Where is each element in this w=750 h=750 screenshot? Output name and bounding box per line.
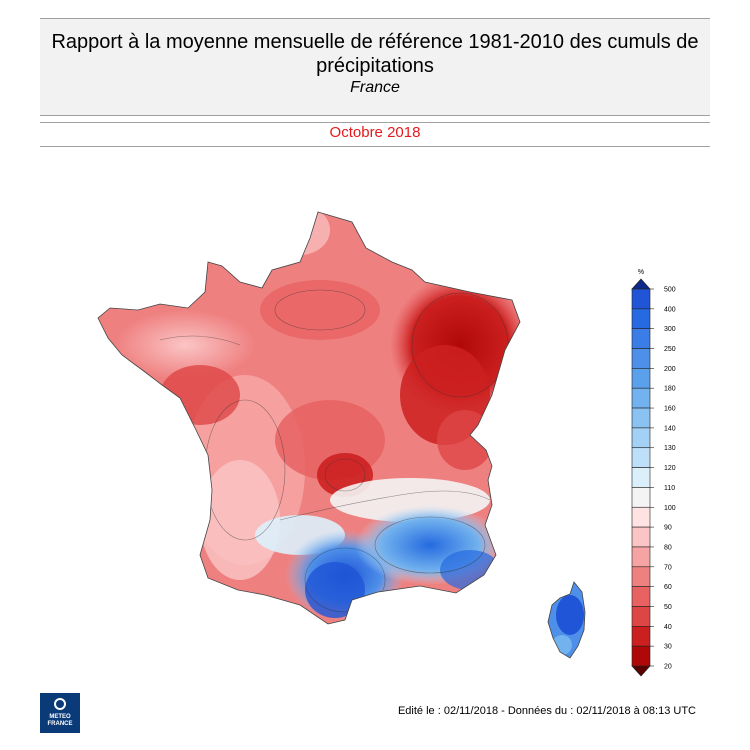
meteo-france-logo: METEO FRANCE bbox=[40, 693, 80, 733]
legend-swatch bbox=[631, 328, 651, 349]
divider-top bbox=[40, 122, 710, 123]
legend-swatch bbox=[631, 308, 651, 329]
legend-swatch bbox=[631, 546, 651, 568]
legend-swatch bbox=[631, 288, 651, 310]
legend-swatch bbox=[631, 526, 651, 548]
legend-label: 80 bbox=[664, 544, 672, 551]
legend-label: 70 bbox=[664, 564, 672, 571]
color-scale: % 500 400 300 250 200 180 160 140 130 120 110 100 90 8… bbox=[631, 269, 676, 677]
legend-swatch bbox=[631, 467, 651, 488]
legend-swatch bbox=[631, 348, 651, 369]
legend-unit: % bbox=[638, 269, 644, 276]
legend-swatch bbox=[631, 645, 651, 667]
legend-label: 400 bbox=[664, 306, 676, 313]
map-title: Rapport à la moyenne mensuelle de référe… bbox=[51, 31, 699, 77]
legend-swatch bbox=[631, 586, 651, 607]
france-map bbox=[98, 212, 520, 624]
title-panel bbox=[40, 18, 710, 116]
logo-line2: FRANCE bbox=[47, 721, 73, 727]
legend-swatch bbox=[631, 566, 651, 587]
legend-swatch bbox=[631, 626, 651, 647]
legend-label: 20 bbox=[664, 664, 672, 671]
legend-label: 130 bbox=[664, 445, 676, 452]
logo-icon bbox=[54, 698, 66, 710]
legend-label: 140 bbox=[664, 425, 676, 432]
map-region: France bbox=[350, 79, 400, 96]
legend-label: 50 bbox=[664, 604, 672, 611]
legend-swatch bbox=[631, 447, 651, 468]
divider-bottom bbox=[40, 146, 710, 147]
legend-label: 300 bbox=[664, 326, 676, 333]
legend-swatch bbox=[631, 506, 651, 528]
legend-label: 200 bbox=[664, 366, 676, 373]
legend-label: 100 bbox=[664, 505, 676, 512]
corsica-map bbox=[548, 582, 585, 658]
logo-line1: METEO bbox=[49, 714, 71, 720]
legend-label: 90 bbox=[664, 525, 672, 532]
legend-swatch bbox=[631, 387, 651, 409]
legend-arrow-bottom bbox=[631, 665, 651, 677]
legend-label: 30 bbox=[664, 644, 672, 651]
legend-label: 160 bbox=[664, 406, 676, 413]
legend-label: 60 bbox=[664, 584, 672, 591]
legend-swatch bbox=[631, 606, 651, 627]
legend-label: 500 bbox=[664, 287, 676, 294]
legend-arrow-top bbox=[631, 278, 651, 290]
legend-swatch bbox=[631, 407, 651, 429]
legend-swatch bbox=[631, 487, 651, 508]
legend-swatch bbox=[631, 368, 651, 389]
legend-swatch bbox=[631, 427, 651, 449]
edition-note: Edité le : 02/11/2018 - Données du : 02/… bbox=[397, 705, 696, 717]
legend-label: 110 bbox=[664, 485, 675, 492]
legend-label: 40 bbox=[664, 624, 672, 631]
legend-label: 180 bbox=[664, 386, 676, 393]
legend-label: 120 bbox=[664, 465, 676, 472]
map-period: Octobre 2018 bbox=[329, 124, 421, 141]
legend-label: 250 bbox=[664, 346, 676, 353]
